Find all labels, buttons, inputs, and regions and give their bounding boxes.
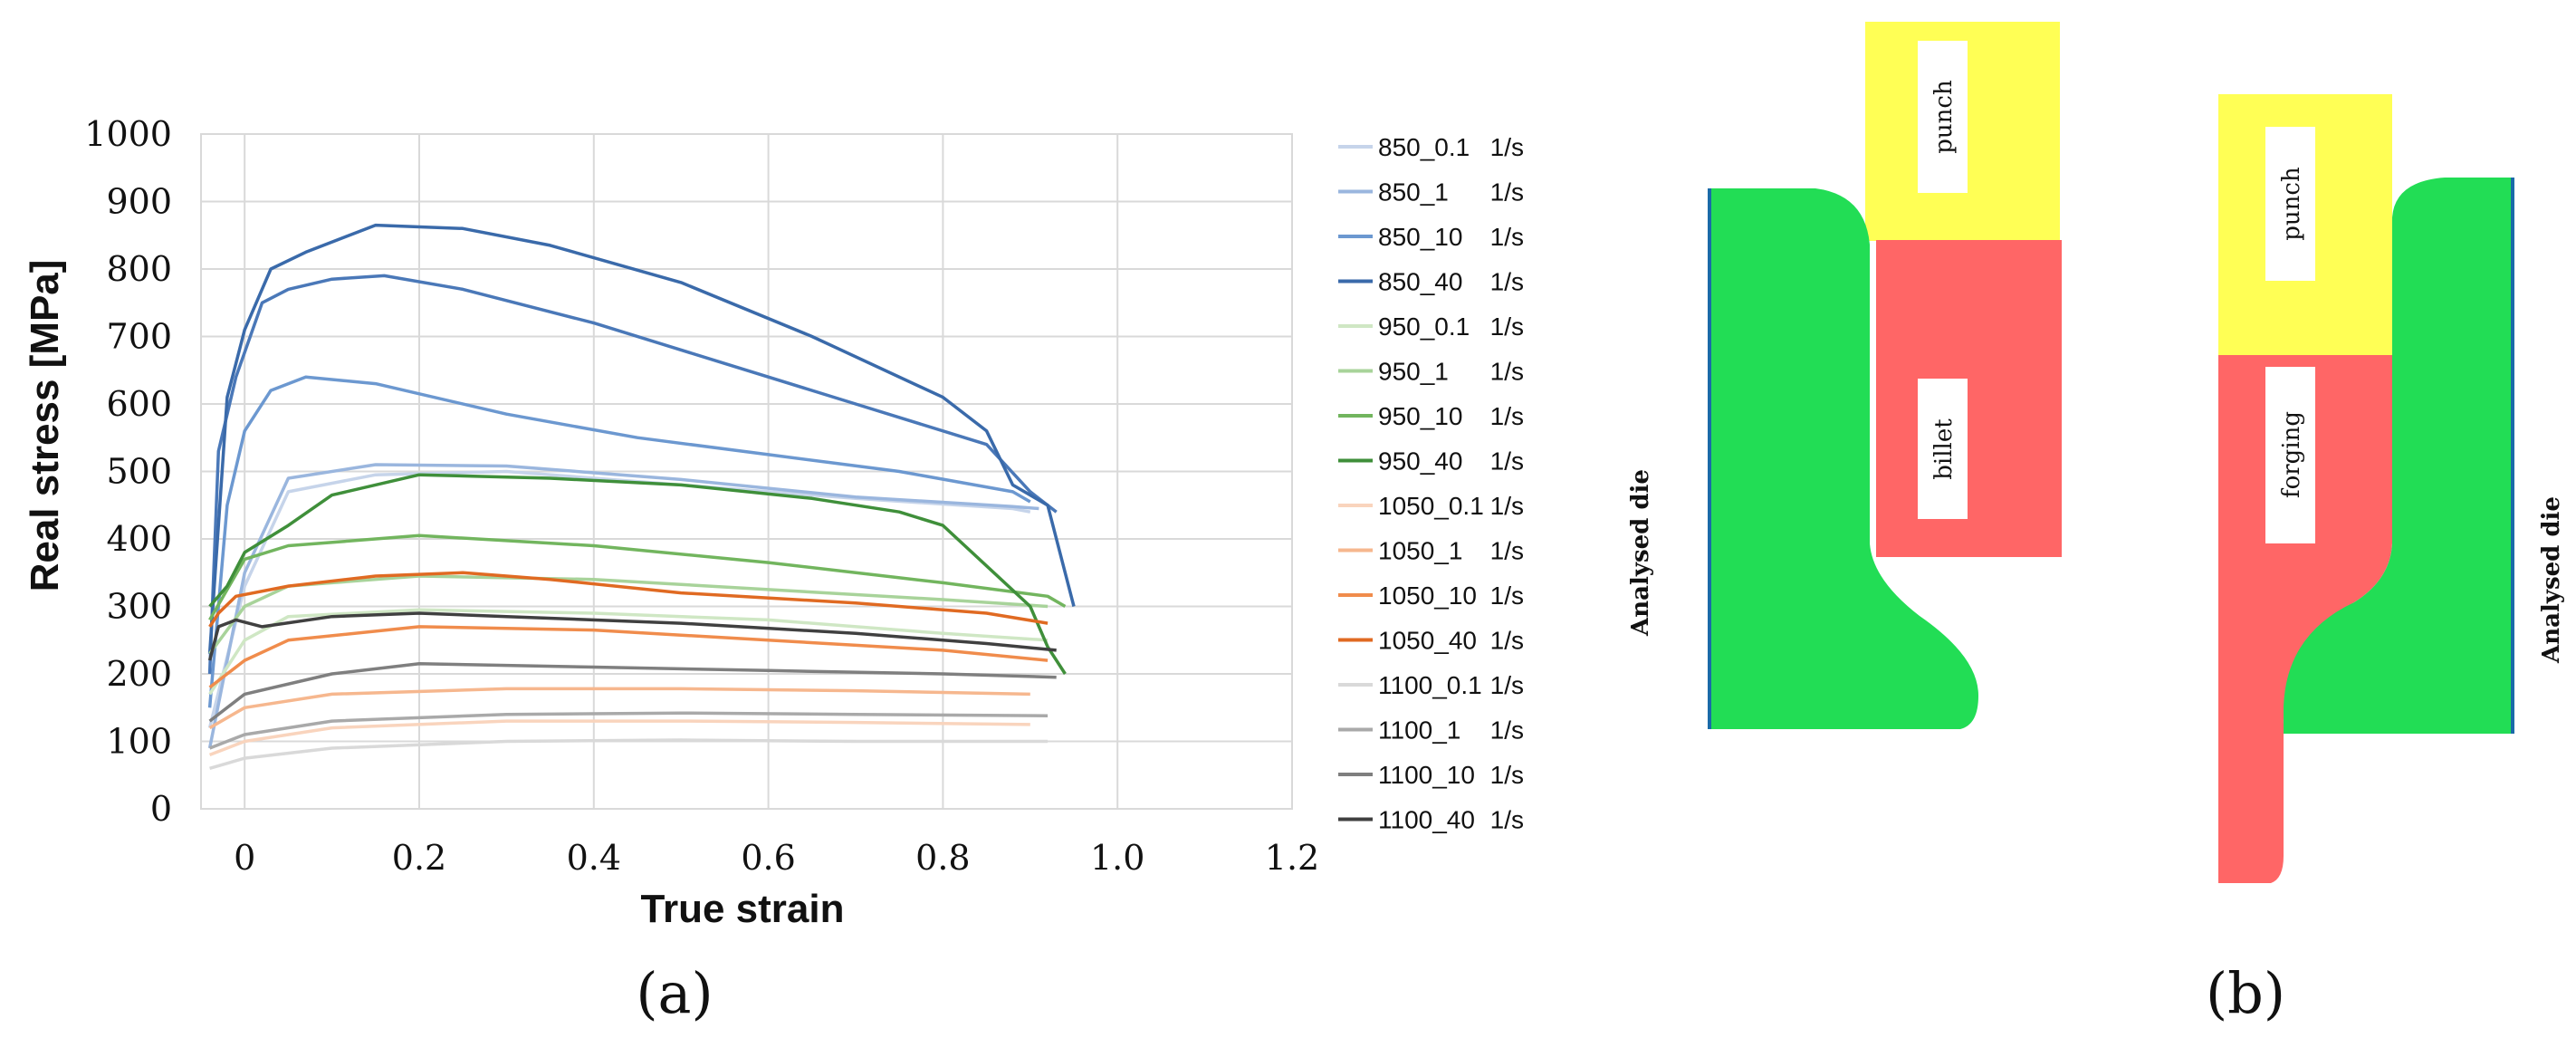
legend-unit: 1/s [1490, 537, 1524, 565]
legend-label: 850_40 [1378, 268, 1462, 296]
right-forging-label: forging [2278, 411, 2305, 498]
right-punch-label-box [2265, 127, 2315, 281]
y-tick-label: 400 [106, 519, 172, 559]
legend-label: 1100_10 [1378, 761, 1475, 789]
series-line [208, 608, 1049, 696]
legend-unit: 1/s [1490, 581, 1524, 610]
legend-unit: 1/s [1490, 402, 1524, 430]
legend-unit: 1/s [1490, 133, 1524, 161]
legend-unit: 1/s [1490, 806, 1524, 834]
y-tick-label: 100 [106, 722, 172, 762]
right-forging [2218, 355, 2392, 883]
legend-unit: 1/s [1490, 492, 1524, 520]
y-tick-label: 700 [106, 317, 172, 357]
series-line [208, 571, 1049, 628]
right-analysed-die [2284, 178, 2513, 734]
legend-unit: 1/s [1490, 761, 1524, 789]
series-line [208, 687, 1030, 730]
right-forging-label-box [2265, 367, 2315, 543]
panel-label-a: (a) [636, 960, 713, 1026]
series-line [208, 719, 1030, 757]
series-line [208, 625, 1049, 689]
legend-unit: 1/s [1490, 312, 1524, 341]
left-billet-label-box [1918, 379, 1968, 519]
legend-unit: 1/s [1490, 268, 1524, 296]
left-assembly: punch billet Analysed die [1627, 22, 2062, 729]
legend-label: 1100_0.1 [1378, 671, 1482, 699]
series-line [207, 611, 1057, 661]
legend-label: 950_10 [1378, 402, 1462, 430]
y-axis-label: Real stress [MPa] [23, 260, 67, 592]
right-assembly: punch forging Analysed die [2218, 94, 2565, 883]
legend-label: 1050_40 [1378, 627, 1477, 655]
legend-label: 1050_10 [1378, 581, 1477, 610]
legend-unit: 1/s [1490, 178, 1524, 207]
legend-unit: 1/s [1490, 627, 1524, 655]
legend-label: 950_0.1 [1378, 312, 1470, 341]
legend-unit: 1/s [1490, 671, 1524, 699]
x-tick-labels: 0 0.2 0.4 0.6 0.8 1.0 1.2 [234, 838, 1319, 878]
series-line [207, 223, 1076, 654]
legend-label: 950_1 [1378, 358, 1449, 386]
x-tick-label: 0.4 [567, 838, 621, 878]
y-tick-label: 300 [106, 587, 172, 627]
x-tick-label: 0 [234, 838, 255, 878]
stress-strain-chart: 0 100 200 300 400 500 600 700 800 900 1000 0 0.2 0.4… [23, 114, 1524, 1026]
x-tick-label: 0.8 [915, 838, 970, 878]
legend-label: 1050_1 [1378, 537, 1462, 565]
left-billet [1876, 240, 2062, 557]
series-line [207, 375, 1031, 708]
legend-label: 950_40 [1378, 447, 1462, 476]
y-tick-label: 900 [106, 182, 172, 222]
y-tick-label: 600 [106, 384, 172, 424]
die-diagram: punch billet Analysed die punch forging … [1627, 22, 2565, 1026]
y-tick-label: 500 [106, 452, 172, 492]
legend-label: 1050_0.1 [1378, 492, 1484, 520]
x-tick-label: 0.2 [392, 838, 446, 878]
series-line [207, 463, 1039, 749]
legend-label: 850_1 [1378, 178, 1449, 207]
series-line [208, 711, 1049, 750]
x-tick-label: 0.6 [741, 838, 795, 878]
x-tick-label: 1.2 [1265, 838, 1319, 878]
legend-label: 850_10 [1378, 223, 1462, 251]
series-line [208, 574, 1049, 655]
gridlines [201, 133, 1293, 810]
y-tick-label: 1000 [84, 114, 172, 154]
legend-label: 1100_40 [1378, 806, 1475, 834]
y-tick-labels: 0 100 200 300 400 500 600 700 800 900 1000 [84, 114, 172, 829]
y-tick-label: 800 [106, 249, 172, 289]
left-die-label: Analysed die [1627, 469, 1654, 637]
series-line [207, 274, 1058, 675]
left-analysed-die [1709, 188, 1978, 729]
legend-label: 850_0.1 [1378, 133, 1470, 161]
legend-unit: 1/s [1490, 358, 1524, 386]
series-lines [207, 223, 1076, 770]
right-die-label: Analysed die [2538, 496, 2565, 664]
left-billet-label: billet [1930, 418, 1958, 480]
series-line [208, 473, 1067, 675]
series-line [209, 738, 1049, 770]
y-tick-label: 0 [150, 789, 172, 829]
y-tick-label: 200 [106, 654, 172, 694]
panel-label-b: (b) [2206, 960, 2285, 1026]
series-line [208, 662, 1057, 723]
legend-unit: 1/s [1490, 447, 1524, 476]
left-punch-label: punch [1930, 80, 1958, 154]
legend-label: 1100_1 [1378, 716, 1460, 745]
x-tick-label: 1.0 [1090, 838, 1144, 878]
legend-unit: 1/s [1490, 223, 1524, 251]
left-punch-label-box [1918, 41, 1968, 193]
legend-unit: 1/s [1490, 716, 1524, 745]
legend: 850_0.1 1/s 850_1 1/s 850_10 1/s 850_40 1/s 950_… [1338, 133, 1524, 834]
x-axis-label: True strain [641, 887, 845, 931]
right-punch-label: punch [2278, 167, 2305, 241]
